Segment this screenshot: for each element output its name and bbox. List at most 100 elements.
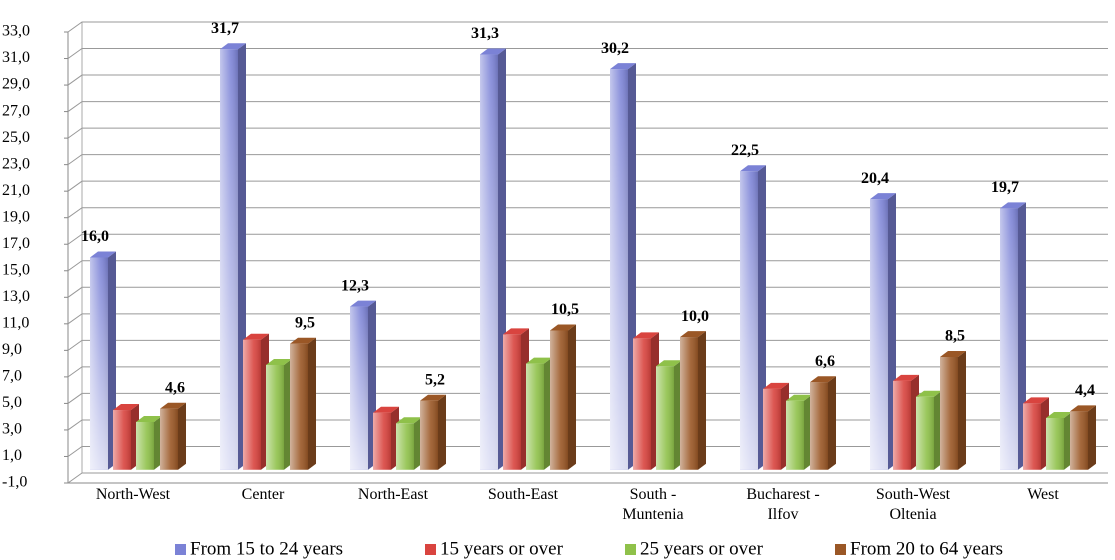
bar-side-shade — [178, 402, 186, 470]
bar-side — [698, 331, 706, 470]
bar-side — [178, 402, 186, 470]
data-label: 30,2 — [601, 40, 629, 57]
bar-fade — [350, 306, 368, 470]
bar-top — [1000, 202, 1026, 209]
bar-top — [526, 357, 552, 364]
bar-highlight — [373, 412, 391, 470]
x-tick-label: North-West — [95, 486, 171, 503]
bar-highlight — [633, 338, 651, 470]
bar-side — [568, 324, 576, 470]
bar-top — [90, 251, 116, 258]
bar-top — [870, 193, 896, 200]
data-label: 20,4 — [861, 170, 889, 187]
bar-top — [810, 376, 836, 383]
x-tick-label: South-East — [487, 486, 559, 503]
bar-highlight — [680, 337, 698, 470]
data-label: 5,2 — [425, 371, 445, 388]
bar-highlight — [136, 421, 154, 470]
grid-line — [67, 154, 1108, 166]
bar-fade — [480, 54, 498, 470]
grid-line — [67, 472, 1108, 484]
grid-line — [67, 74, 1108, 86]
bar-side-shade — [308, 337, 316, 470]
bar-highlight — [1023, 403, 1041, 470]
bar-fade — [740, 171, 758, 470]
bar-highlight — [266, 364, 284, 470]
bar-top — [113, 404, 139, 411]
bar-side — [958, 350, 966, 470]
x-tick-label: Bucharest - Ilfov — [746, 486, 820, 523]
bar-top — [480, 48, 506, 55]
data-label: 22,5 — [731, 142, 759, 159]
legend-label: 25 years or over — [640, 538, 764, 559]
data-label: 4,6 — [165, 379, 185, 396]
data-label: 31,7 — [211, 20, 239, 37]
data-label: 10,5 — [551, 301, 579, 318]
bar-top — [610, 63, 636, 70]
bar-top — [786, 394, 812, 401]
data-label: 31,3 — [471, 25, 499, 42]
bar-highlight — [160, 408, 178, 470]
bar-side — [1088, 405, 1096, 470]
bar-top — [420, 394, 446, 401]
y-tick-label: 29,0 — [2, 76, 30, 93]
bar-top — [633, 332, 659, 339]
bar-side-shade — [828, 376, 836, 470]
bar-side-shade — [698, 331, 706, 470]
y-tick-label: 11,0 — [2, 314, 29, 331]
bar-top — [243, 333, 269, 340]
y-tick-label: 15,0 — [2, 261, 30, 278]
bar-top — [220, 43, 246, 50]
data-label: 19,7 — [991, 179, 1019, 196]
y-tick-label: 17,0 — [2, 235, 30, 252]
data-label: 8,5 — [945, 328, 965, 345]
bar-top — [290, 337, 316, 344]
bar-highlight — [420, 400, 438, 470]
data-label: 10,0 — [681, 308, 709, 325]
bar-top — [373, 406, 399, 413]
bar-top — [160, 402, 186, 409]
legend-swatch — [425, 544, 436, 555]
bar-top — [1023, 397, 1049, 404]
bar-highlight — [1070, 411, 1088, 470]
bar-highlight — [763, 388, 781, 470]
bar-highlight — [893, 380, 911, 470]
data-label: 16,0 — [81, 228, 109, 245]
y-tick-label: 31,0 — [2, 49, 30, 66]
bar-highlight — [786, 400, 804, 470]
bar-fade — [1000, 208, 1018, 470]
grid-line — [67, 127, 1108, 139]
bar-side-shade — [438, 394, 446, 470]
y-tick-label: 13,0 — [2, 288, 30, 305]
y-tick-label: 25,0 — [2, 129, 30, 146]
bar-highlight — [526, 363, 544, 470]
data-label: 12,3 — [341, 277, 369, 294]
grid-line — [67, 21, 1108, 33]
bar-top — [266, 358, 292, 365]
bar-top — [1070, 405, 1096, 412]
bar-top — [350, 300, 376, 307]
bar-highlight — [916, 396, 934, 470]
bar-highlight — [550, 330, 568, 470]
bar-side — [308, 337, 316, 470]
x-tick-label: West — [1027, 486, 1059, 503]
bar-fade — [610, 69, 628, 470]
bar-top — [1046, 412, 1072, 419]
bar-highlight — [810, 382, 828, 470]
y-tick-label: 3,0 — [2, 421, 22, 438]
bar-highlight — [940, 356, 958, 470]
x-tick-label: Center — [241, 486, 285, 503]
bar-fade — [90, 257, 108, 470]
bar-top — [136, 415, 162, 422]
grid-line — [67, 101, 1108, 112]
y-tick-label: 9,0 — [2, 341, 22, 358]
bar-fade — [870, 199, 888, 470]
y-tick-label: 27,0 — [2, 102, 30, 119]
x-tick-label: South-West Oltenia — [875, 486, 951, 523]
y-tick-label: 21,0 — [2, 182, 30, 199]
y-tick-label: 5,0 — [2, 394, 22, 411]
bar-top — [740, 165, 766, 172]
y-tick-label: 23,0 — [2, 155, 30, 172]
bar-top — [550, 324, 576, 331]
bar-side — [438, 394, 446, 470]
